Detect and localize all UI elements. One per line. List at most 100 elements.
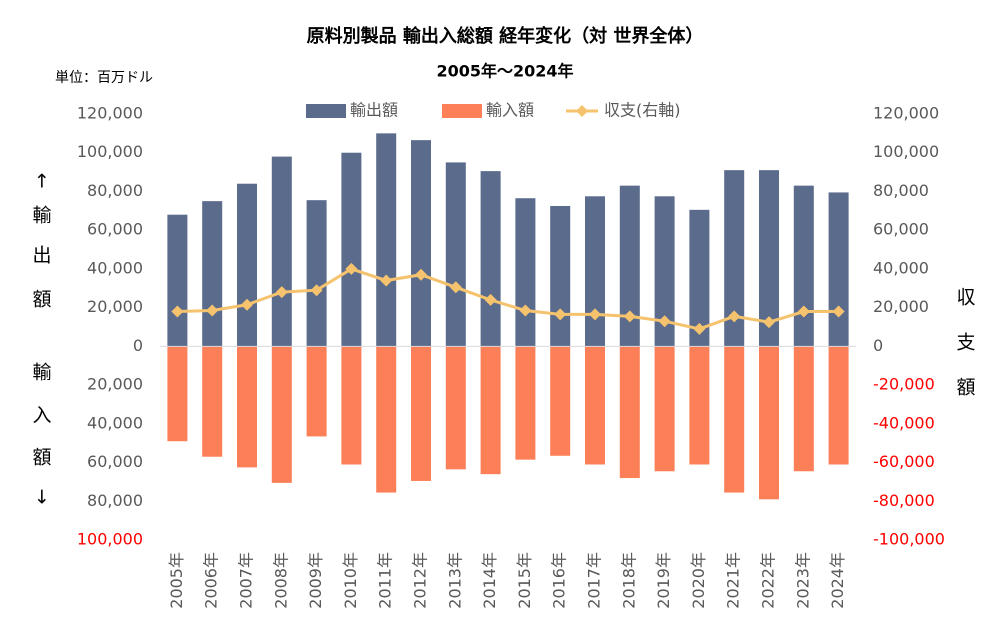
x-tick-label: 2024年 bbox=[828, 552, 847, 609]
bar bbox=[619, 185, 640, 347]
bar bbox=[480, 171, 501, 347]
bar bbox=[724, 346, 745, 493]
y2-tick-label: 60,000 bbox=[873, 220, 929, 239]
line-marker bbox=[693, 322, 706, 335]
line-marker bbox=[554, 308, 567, 321]
line-marker bbox=[171, 305, 184, 318]
y-tick-label: 80,000 bbox=[87, 491, 143, 510]
bar bbox=[306, 346, 327, 437]
bar bbox=[689, 346, 710, 465]
y-tick-label: 100,000 bbox=[77, 142, 143, 161]
legend-swatch bbox=[306, 104, 346, 118]
line-marker bbox=[623, 310, 636, 323]
line-marker bbox=[658, 315, 671, 328]
x-tick-label: 2005年 bbox=[167, 552, 186, 609]
x-tick-label: 2011年 bbox=[376, 552, 395, 609]
x-tick-label: 2008年 bbox=[271, 552, 290, 609]
y-axis-label: ↓ bbox=[34, 487, 50, 509]
line-marker bbox=[519, 304, 532, 317]
unit-label: 単位：百万ドル bbox=[55, 70, 153, 86]
bar bbox=[550, 205, 571, 347]
bar bbox=[550, 346, 571, 456]
line-marker bbox=[206, 304, 219, 317]
y-axis-label: 入 bbox=[32, 405, 51, 427]
y-axis-label: 出 bbox=[32, 245, 51, 267]
y-axis-label: 輸 bbox=[32, 362, 51, 384]
y2-tick-label: 40,000 bbox=[873, 258, 929, 277]
legend-marker bbox=[576, 105, 588, 117]
y-tick-label: 60,000 bbox=[87, 220, 143, 239]
bar bbox=[619, 346, 640, 479]
line-marker bbox=[589, 308, 601, 321]
line bbox=[177, 267, 839, 331]
y-tick-label: 80,000 bbox=[87, 181, 143, 200]
line-marker bbox=[797, 305, 810, 318]
y-tick-label: 120,000 bbox=[77, 104, 143, 123]
y-tick-label: 60,000 bbox=[87, 452, 143, 471]
line-marker bbox=[832, 305, 845, 318]
y2-tick-label: 120,000 bbox=[873, 104, 939, 123]
bar bbox=[654, 196, 675, 347]
legend-label: 輸出額 bbox=[350, 101, 398, 120]
bar bbox=[585, 196, 605, 347]
line-marker bbox=[415, 268, 427, 281]
line-marker bbox=[380, 274, 393, 287]
x-tick-label: 2006年 bbox=[202, 552, 221, 609]
y-axis-label: ↑ bbox=[34, 171, 50, 193]
bar bbox=[237, 183, 257, 347]
y-axis-label: 額 bbox=[32, 447, 51, 469]
x-tick-label: 2013年 bbox=[445, 552, 464, 609]
y2-tick-label: 100,000 bbox=[873, 142, 939, 161]
bar bbox=[167, 214, 188, 347]
bar bbox=[202, 201, 223, 347]
line-marker bbox=[449, 281, 462, 294]
x-tick-label: 2007年 bbox=[237, 552, 256, 609]
bar bbox=[828, 346, 849, 465]
line-marker bbox=[241, 298, 253, 311]
legend-swatch bbox=[442, 104, 482, 118]
line-marker bbox=[763, 316, 775, 329]
y-tick-label: 20,000 bbox=[87, 297, 143, 316]
y-tick-label: 100,000 bbox=[77, 530, 143, 549]
x-tick-label: 2012年 bbox=[411, 552, 430, 609]
y-tick-label: 20,000 bbox=[87, 375, 143, 394]
bar bbox=[376, 346, 397, 493]
bar bbox=[411, 346, 431, 481]
bar bbox=[306, 200, 327, 347]
bar bbox=[793, 346, 814, 472]
bar bbox=[271, 346, 292, 483]
bar bbox=[480, 346, 501, 475]
bar bbox=[793, 185, 814, 347]
y-tick-label: 40,000 bbox=[87, 258, 143, 277]
y2-tick-label: 80,000 bbox=[873, 181, 929, 200]
y2-tick-label: -80,000 bbox=[873, 491, 935, 510]
bar bbox=[828, 192, 849, 347]
bar bbox=[445, 346, 466, 470]
x-tick-label: 2009年 bbox=[306, 552, 325, 609]
bar bbox=[759, 346, 779, 500]
y2-tick-label: -20,000 bbox=[873, 375, 935, 394]
bar bbox=[724, 170, 745, 347]
y2-tick-label: 0 bbox=[873, 336, 883, 355]
legend-label: 収支(右軸) bbox=[604, 101, 681, 120]
bar bbox=[271, 156, 292, 347]
line-marker bbox=[484, 293, 497, 306]
x-tick-label: 2016年 bbox=[550, 552, 569, 609]
line-marker bbox=[728, 310, 741, 323]
bar bbox=[411, 140, 431, 347]
y2-tick-label: -100,000 bbox=[873, 530, 945, 549]
bar bbox=[689, 209, 710, 347]
y2-axis-label: 支 bbox=[956, 332, 975, 354]
bar bbox=[341, 152, 362, 347]
y2-axis-label: 収 bbox=[956, 287, 975, 309]
x-tick-label: 2021年 bbox=[724, 552, 743, 609]
bar bbox=[341, 346, 362, 465]
bar bbox=[515, 346, 536, 460]
bar bbox=[515, 198, 536, 347]
y-axis-label: 額 bbox=[32, 289, 51, 311]
y-tick-label: 40,000 bbox=[87, 413, 143, 432]
bar bbox=[759, 170, 779, 347]
x-tick-label: 2010年 bbox=[341, 552, 360, 609]
x-tick-label: 2014年 bbox=[480, 552, 499, 609]
